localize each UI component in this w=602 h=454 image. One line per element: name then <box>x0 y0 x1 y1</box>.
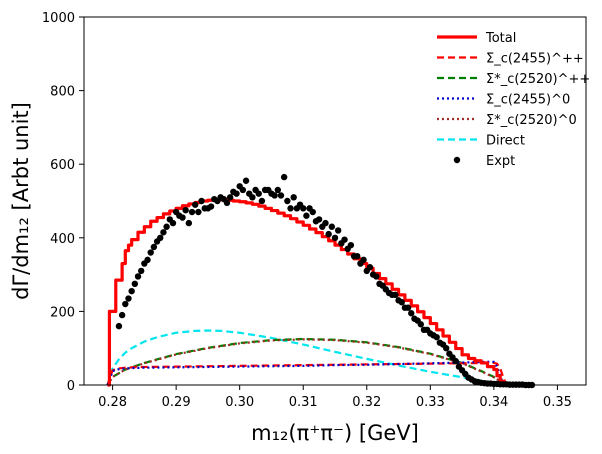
x-tick-label: 0.34 <box>479 395 508 410</box>
x-tick-label: 0.29 <box>162 395 191 410</box>
expt-point <box>188 208 196 216</box>
y-tick-label: 1000 <box>42 11 75 26</box>
series-total <box>107 198 505 387</box>
expt-point <box>157 234 164 241</box>
legend-label: Σ*_c(2520)^++ <box>486 72 590 87</box>
expt-point <box>331 234 339 241</box>
legend-label: Total <box>485 31 516 46</box>
expt-point <box>182 207 189 214</box>
expt-point <box>347 241 355 249</box>
expt-point <box>277 192 285 199</box>
expt-point <box>137 267 145 275</box>
series--c-2520- <box>106 337 508 386</box>
expt-point <box>169 219 177 227</box>
expt-point <box>433 333 440 341</box>
expt-point <box>226 194 234 201</box>
expt-point <box>300 205 307 212</box>
expt-point <box>249 194 256 201</box>
expt-point <box>118 311 126 319</box>
x-tick-label: 0.31 <box>289 395 318 410</box>
expt-point <box>242 177 250 184</box>
expt-point <box>255 190 262 197</box>
x-tick-label: 0.32 <box>352 395 381 410</box>
expt-point <box>328 223 336 230</box>
expt-point <box>128 287 135 295</box>
x-tick-label: 0.35 <box>543 395 572 410</box>
series--c-2455- <box>106 361 508 386</box>
expt-point <box>192 201 199 208</box>
expt-point <box>452 357 459 365</box>
legend-label: Direct <box>486 134 525 149</box>
legend-label: Σ_c(2455)^++ <box>486 52 584 67</box>
legend-label: Expt <box>486 154 515 169</box>
expt-point <box>354 253 361 260</box>
x-tick-label: 0.33 <box>416 395 445 410</box>
expt-point <box>280 173 288 181</box>
series--c-2455-0 <box>106 360 505 386</box>
expt-point <box>195 208 202 216</box>
expt-point <box>125 295 132 302</box>
expt-point <box>417 321 424 328</box>
legend-label: Σ*_c(2520)^0 <box>486 113 577 128</box>
expt-point <box>185 219 193 227</box>
y-tick-label: 800 <box>50 85 75 100</box>
y-tick-label: 200 <box>50 305 75 320</box>
expt-points-layer <box>115 173 536 389</box>
expt-point <box>258 197 266 205</box>
expt-point <box>274 186 282 194</box>
expt-point <box>147 249 154 256</box>
expt-point <box>373 273 380 280</box>
x-tick-label: 0.28 <box>98 395 127 410</box>
y-axis-title: dΓ/dm₁₂ [Arbt unit] <box>9 102 33 300</box>
y-tick-label: 400 <box>50 232 75 247</box>
expt-point <box>284 197 291 205</box>
expt-point <box>303 212 310 219</box>
expt-point <box>309 208 316 216</box>
x-tick-label: 0.30 <box>225 395 254 410</box>
x-axis-title: m₁₂(π⁺π⁻) [GeV] <box>251 421 419 445</box>
tick-layer: 0.28 0.29 0.30 0.31 0.32 0.33 0.34 0.35 0 200 400 6… <box>42 11 572 410</box>
expt-point <box>271 192 278 199</box>
expt-point <box>233 190 240 197</box>
y-tick-label: 0 <box>67 379 75 394</box>
expt-point <box>163 223 170 230</box>
legend: Total Σ_c(2455)^++ Σ*_c(2520)^++ Σ_c(2455)^… <box>437 31 590 169</box>
expt-point <box>239 186 247 194</box>
expt-point <box>207 203 215 210</box>
expt-point <box>198 197 205 205</box>
expt-point <box>290 194 297 201</box>
expt-point <box>160 229 167 236</box>
expt-point <box>322 219 329 227</box>
series--c-2520-0 <box>106 338 508 386</box>
expt-point <box>392 291 399 299</box>
expt-point <box>341 236 348 243</box>
expt-point <box>404 304 412 311</box>
expt-point <box>398 299 405 306</box>
expt-point <box>179 214 186 221</box>
expt-point <box>115 322 123 330</box>
expt-point <box>287 205 294 212</box>
expt-point <box>443 345 450 352</box>
expt-point <box>144 256 151 264</box>
expt-point <box>134 273 142 280</box>
expt-point <box>223 199 231 207</box>
expt-point <box>150 243 158 251</box>
expt-point <box>366 264 374 271</box>
plot-frame <box>83 16 587 386</box>
y-tick-label: 600 <box>50 158 75 173</box>
legend-marker <box>453 156 461 164</box>
expt-point <box>334 227 342 234</box>
expt-point <box>408 310 415 317</box>
legend-label: Σ_c(2455)^0 <box>486 93 570 108</box>
expt-point <box>131 280 139 287</box>
expt-point <box>122 300 129 308</box>
expt-point <box>360 256 367 264</box>
expt-point <box>325 230 332 238</box>
expt-point <box>315 216 323 223</box>
